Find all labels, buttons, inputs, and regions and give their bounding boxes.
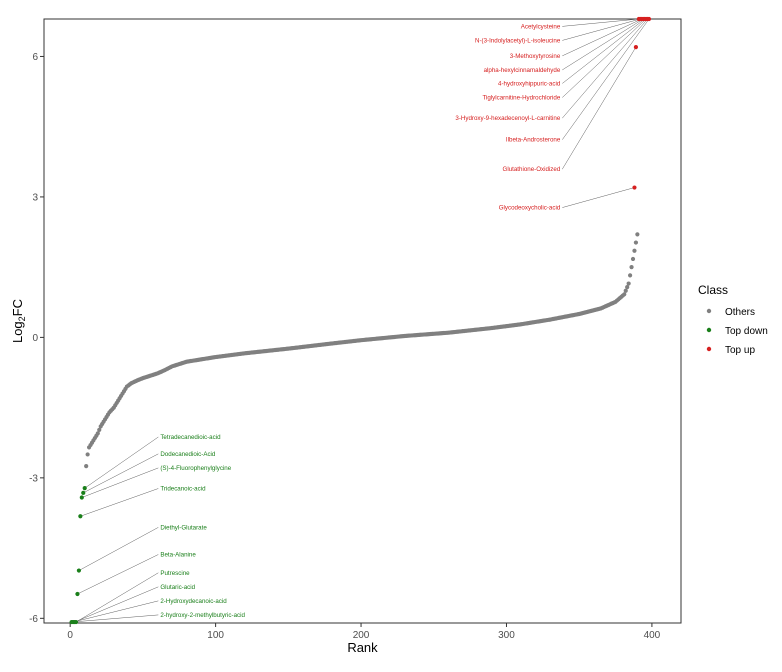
y-axis-title: Log2FC xyxy=(10,299,27,343)
connector-line xyxy=(77,554,159,595)
point-top-down xyxy=(79,495,84,500)
point-others xyxy=(623,288,628,293)
label-top-down: Beta-Alanine xyxy=(160,552,196,559)
label-top-down: (S)-4-Fluorophenylglycine xyxy=(160,465,231,472)
connector-line xyxy=(71,614,159,623)
y-axis-title-tail: FC xyxy=(10,299,25,316)
label-top-up: Glycodeoxycholic-acid xyxy=(499,205,561,212)
point-others xyxy=(627,273,633,278)
connector-line xyxy=(80,488,159,517)
x-tick-label: 0 xyxy=(67,630,73,641)
connector-line xyxy=(78,527,159,571)
legend-label-top-down: Top down xyxy=(725,326,768,337)
label-top-down: Dodecanedioic-Acid xyxy=(160,451,216,458)
y-tick-label: 6 xyxy=(32,52,38,63)
label-top-up: N-(3-Indolylacetyl)-L-isoleucine xyxy=(475,37,561,44)
y-tick-label: -6 xyxy=(29,614,38,625)
x-axis-title: Rank xyxy=(347,640,378,655)
point-others xyxy=(635,232,640,237)
x-axis: 0 100 200 300 400 xyxy=(67,623,661,641)
point-others xyxy=(95,431,100,436)
point-others xyxy=(626,281,631,286)
connector-line xyxy=(562,46,637,170)
label-top-up: Acetylcysteine xyxy=(521,23,561,30)
x-tick-label: 300 xyxy=(498,630,515,641)
point-others xyxy=(629,265,634,270)
legend: Class Others Top down Top up xyxy=(698,283,768,356)
y-axis-title-main: Log xyxy=(10,321,25,343)
label-top-up: Ilbeta-Androsterone xyxy=(506,137,561,144)
legend-marker-top-down xyxy=(706,327,712,333)
point-top-up xyxy=(633,44,639,50)
label-top-up: 3-Methoxytyrosine xyxy=(510,53,561,60)
connector-line xyxy=(562,18,641,41)
x-tick-label: 100 xyxy=(207,630,224,641)
connector-line xyxy=(75,572,159,623)
point-others xyxy=(633,240,639,245)
connector-line xyxy=(562,18,644,71)
y-axis: -6 -3 0 3 6 xyxy=(29,52,44,625)
y-tick-label: -3 xyxy=(29,473,38,484)
y-tick-label: 3 xyxy=(32,192,38,203)
connector-line xyxy=(562,18,647,98)
point-top-down xyxy=(75,591,80,597)
point-labels: Tetradecanedioic-acid Dodecanedioic-Acid (… xyxy=(160,23,561,619)
y-tick-label: 0 xyxy=(32,333,38,344)
connector-line xyxy=(562,18,642,57)
legend-title: Class xyxy=(698,283,728,297)
label-top-up: alpha-hexylcinnamaldehyde xyxy=(484,67,561,74)
connector-line xyxy=(562,187,635,208)
point-top-down xyxy=(69,619,74,625)
label-connectors xyxy=(71,18,650,623)
point-top-down xyxy=(76,568,82,573)
label-top-down: Diethyl-Glutarate xyxy=(160,524,207,531)
connector-line xyxy=(73,600,159,623)
point-others xyxy=(632,248,637,253)
y-axis-title-subscript: 2 xyxy=(17,316,27,321)
connector-line xyxy=(562,18,648,119)
point-others xyxy=(84,464,89,469)
label-top-down: Tridecanoic-acid xyxy=(160,485,206,492)
label-top-down: Putrescine xyxy=(160,570,190,577)
legend-label-others: Others xyxy=(725,307,755,318)
point-top-down xyxy=(82,486,87,491)
point-top-down xyxy=(78,514,83,519)
label-top-up: 4-hydroxyhippuric-acid xyxy=(498,80,561,87)
connector-line xyxy=(83,453,159,494)
label-top-down: Tetradecanedioic-acid xyxy=(160,434,221,441)
point-top-up xyxy=(632,185,637,190)
connector-line xyxy=(74,586,159,623)
data-points xyxy=(69,16,652,625)
legend-marker-top-up xyxy=(706,346,712,352)
label-top-down: 2-hydroxy-2-methylbutyric-acid xyxy=(160,612,245,619)
point-others xyxy=(97,427,102,432)
label-top-down: Glutaric-acid xyxy=(160,584,195,591)
connector-line xyxy=(562,18,639,27)
connector-line xyxy=(81,467,159,498)
legend-label-top-up: Top up xyxy=(725,345,755,356)
connector-line xyxy=(562,18,650,140)
connector-line xyxy=(84,436,159,489)
label-top-up: 3-Hydroxy-9-hexadecenoyl-L-carnitine xyxy=(455,115,560,122)
x-tick-label: 200 xyxy=(353,630,370,641)
point-others xyxy=(622,292,627,297)
x-tick-label: 400 xyxy=(644,630,661,641)
point-others xyxy=(625,285,630,290)
label-top-up: Tiglylcarnitine-Hydrochloride xyxy=(482,95,560,102)
point-others xyxy=(630,256,636,262)
point-top-down xyxy=(81,490,86,495)
label-top-up: Glutathione-Oxidized xyxy=(503,166,561,173)
label-top-down: 2-Hydroxydecanoic-acid xyxy=(160,598,227,605)
plot-panel xyxy=(43,18,682,624)
point-others xyxy=(85,452,90,457)
connector-line xyxy=(562,18,645,84)
legend-marker-others xyxy=(706,308,712,314)
point-top-up xyxy=(646,16,652,22)
